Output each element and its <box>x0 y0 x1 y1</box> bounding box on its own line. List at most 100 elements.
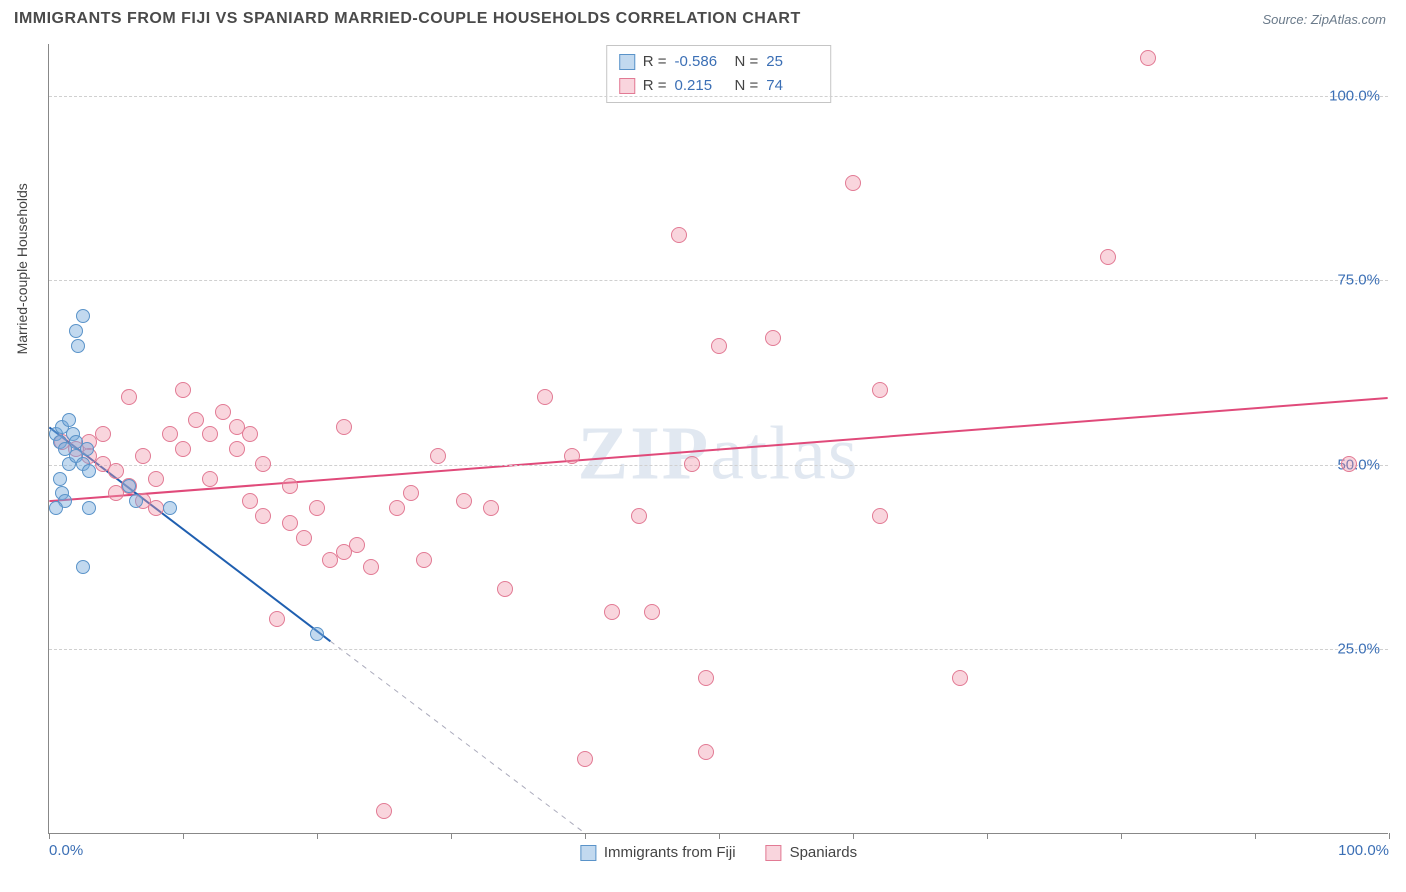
data-point <box>1341 456 1357 472</box>
x-tick <box>585 833 586 839</box>
data-point <box>175 382 191 398</box>
x-tick <box>987 833 988 839</box>
data-point <box>765 330 781 346</box>
data-point <box>430 448 446 464</box>
data-point <box>202 426 218 442</box>
data-point <box>349 537 365 553</box>
data-point <box>76 560 90 574</box>
data-point <box>952 670 968 686</box>
legend-item-fiji: Immigrants from Fiji <box>580 844 736 861</box>
data-point <box>282 515 298 531</box>
data-point <box>456 493 472 509</box>
data-point <box>71 339 85 353</box>
data-point <box>242 426 258 442</box>
data-point <box>53 472 67 486</box>
series-legend: Immigrants from Fiji Spaniards <box>580 844 857 861</box>
x-tick-label: 0.0% <box>49 842 83 859</box>
data-point <box>135 448 151 464</box>
data-point <box>336 419 352 435</box>
data-point <box>403 485 419 501</box>
legend-row-fiji: R = -0.586 N = 25 <box>619 50 819 74</box>
chart-header: IMMIGRANTS FROM FIJI VS SPANIARD MARRIED… <box>0 0 1406 36</box>
data-point <box>202 471 218 487</box>
data-point <box>255 456 271 472</box>
data-point <box>376 803 392 819</box>
x-tick-label: 100.0% <box>1338 842 1389 859</box>
data-point <box>310 627 324 641</box>
data-point <box>872 508 888 524</box>
data-point <box>49 501 63 515</box>
data-point <box>148 471 164 487</box>
data-point <box>872 382 888 398</box>
y-tick-label: 25.0% <box>1337 641 1380 658</box>
data-point <box>69 324 83 338</box>
x-tick <box>451 833 452 839</box>
source-attribution: Source: ZipAtlas.com <box>1262 12 1386 27</box>
chart-title: IMMIGRANTS FROM FIJI VS SPANIARD MARRIED… <box>14 10 801 28</box>
data-point <box>1140 50 1156 66</box>
correlation-legend: R = -0.586 N = 25 R = 0.215 N = 74 <box>606 45 832 103</box>
data-point <box>389 500 405 516</box>
data-point <box>698 670 714 686</box>
data-point <box>82 464 96 478</box>
data-point <box>163 501 177 515</box>
gridline <box>49 465 1388 466</box>
data-point <box>631 508 647 524</box>
legend-row-spaniards: R = 0.215 N = 74 <box>619 74 819 98</box>
data-point <box>162 426 178 442</box>
data-point <box>129 494 143 508</box>
y-tick-label: 100.0% <box>1329 87 1380 104</box>
data-point <box>684 456 700 472</box>
data-point <box>711 338 727 354</box>
x-tick <box>1255 833 1256 839</box>
data-point <box>121 389 137 405</box>
data-point <box>483 500 499 516</box>
data-point <box>229 441 245 457</box>
data-point <box>577 751 593 767</box>
gridline <box>49 96 1388 97</box>
data-point <box>296 530 312 546</box>
x-tick <box>1389 833 1390 839</box>
data-point <box>497 581 513 597</box>
y-axis-label: Married-couple Households <box>14 183 30 354</box>
x-tick <box>1121 833 1122 839</box>
data-point <box>122 479 136 493</box>
x-tick <box>317 833 318 839</box>
data-point <box>255 508 271 524</box>
x-tick <box>719 833 720 839</box>
gridline <box>49 649 1388 650</box>
swatch-fiji-icon <box>580 845 596 861</box>
data-point <box>62 413 76 427</box>
data-point <box>108 463 124 479</box>
watermark: ZIPatlas <box>578 411 860 498</box>
data-point <box>671 227 687 243</box>
data-point <box>604 604 620 620</box>
data-point <box>416 552 432 568</box>
data-point <box>188 412 204 428</box>
data-point <box>175 441 191 457</box>
data-point <box>82 501 96 515</box>
data-point <box>95 426 111 442</box>
scatter-chart: ZIPatlas R = -0.586 N = 25 R = 0.215 N =… <box>48 44 1388 834</box>
data-point <box>845 175 861 191</box>
data-point <box>1100 249 1116 265</box>
data-point <box>564 448 580 464</box>
data-point <box>242 493 258 509</box>
x-tick <box>853 833 854 839</box>
swatch-spaniards <box>619 78 635 94</box>
data-point <box>698 744 714 760</box>
x-tick <box>49 833 50 839</box>
data-point <box>80 442 94 456</box>
swatch-fiji <box>619 54 635 70</box>
data-point <box>269 611 285 627</box>
data-point <box>644 604 660 620</box>
data-point <box>282 478 298 494</box>
y-tick-label: 75.0% <box>1337 272 1380 289</box>
x-tick <box>183 833 184 839</box>
legend-item-spaniards: Spaniards <box>766 844 858 861</box>
data-point <box>215 404 231 420</box>
swatch-spaniards-icon <box>766 845 782 861</box>
data-point <box>537 389 553 405</box>
data-point <box>363 559 379 575</box>
gridline <box>49 280 1388 281</box>
